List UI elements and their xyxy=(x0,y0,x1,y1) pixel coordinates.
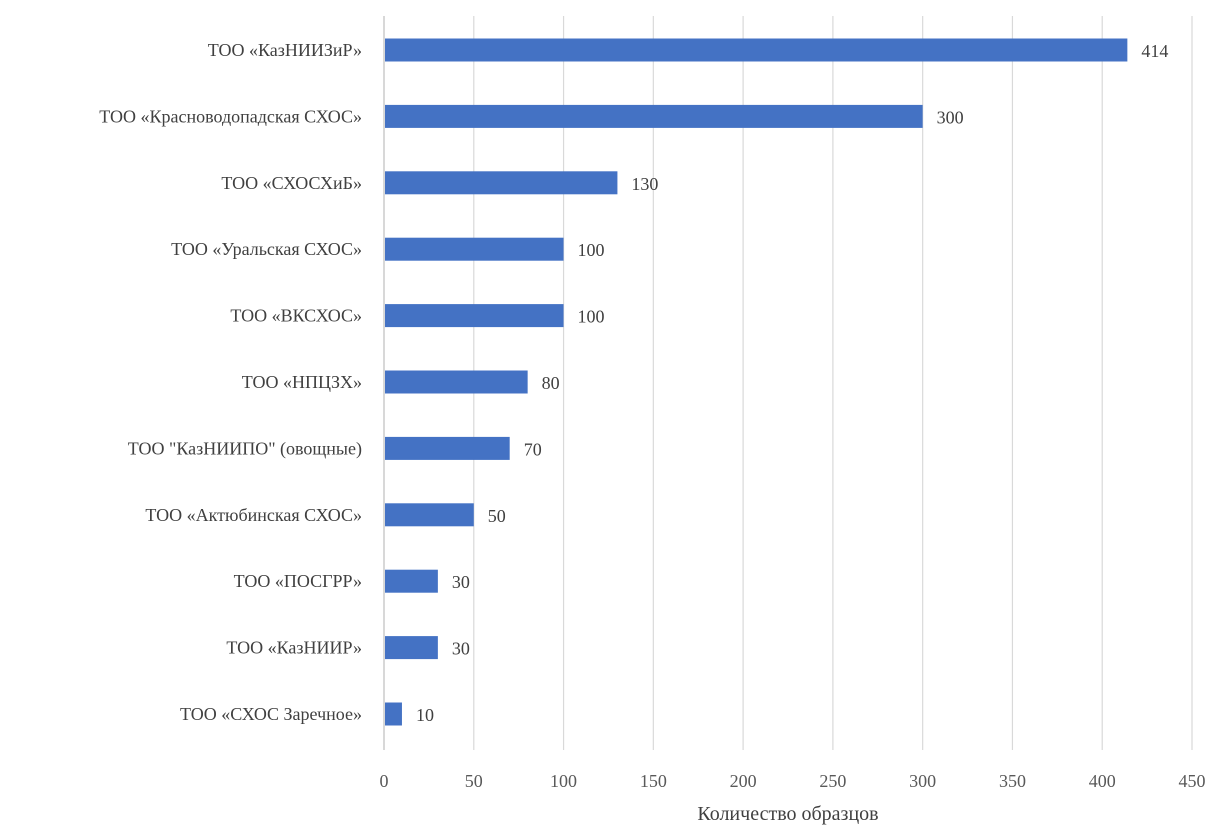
data-labels: 414 300 130 100 100 80 70 50 30 30 10 xyxy=(416,41,1168,725)
category-labels: ТОО «КазНИИЗиР» ТОО «Красноводопадская СХ… xyxy=(99,40,362,724)
x-tick-label: 400 xyxy=(1089,771,1116,791)
data-label: 50 xyxy=(488,506,506,526)
x-tick-label: 200 xyxy=(730,771,757,791)
data-label: 100 xyxy=(578,240,605,260)
data-label: 130 xyxy=(631,174,658,194)
bar xyxy=(385,503,474,527)
bar xyxy=(385,304,564,328)
bar xyxy=(385,436,510,460)
bar xyxy=(385,38,1128,62)
x-tick-label: 300 xyxy=(909,771,936,791)
bar xyxy=(385,370,528,394)
x-tick-label: 0 xyxy=(380,771,389,791)
category-label: ТОО «КазНИИР» xyxy=(226,638,362,658)
category-label: ТОО «Уральская СХОС» xyxy=(171,239,362,259)
data-label: 30 xyxy=(452,572,470,592)
category-label: ТОО «ПОСГРР» xyxy=(234,571,362,591)
category-label: ТОО «КазНИИЗиР» xyxy=(208,40,362,60)
data-label: 80 xyxy=(542,373,560,393)
data-label: 300 xyxy=(937,107,964,127)
category-label: ТОО «НПЦЗХ» xyxy=(242,372,362,392)
data-label: 100 xyxy=(578,307,605,327)
x-axis-title: Количество образцов xyxy=(697,803,878,825)
data-label: 414 xyxy=(1141,41,1168,61)
data-label: 30 xyxy=(452,639,470,659)
bar xyxy=(385,702,402,726)
category-label: ТОО «ВКСХОС» xyxy=(230,306,362,326)
gridlines xyxy=(383,16,1193,750)
category-label: ТОО «Актюбинская СХОС» xyxy=(145,505,362,525)
bar xyxy=(385,171,618,195)
x-tick-label: 350 xyxy=(999,771,1026,791)
x-tick-label: 450 xyxy=(1179,771,1206,791)
data-label: 70 xyxy=(524,439,542,459)
category-label: ТОО «СХОС Заречное» xyxy=(180,704,362,724)
x-tick-label: 150 xyxy=(640,771,667,791)
x-tick-labels: 0 50 100 150 200 250 300 350 400 450 xyxy=(380,771,1206,791)
category-label: ТОО "КазНИИПО" (овощные) xyxy=(128,438,362,459)
category-label: ТОО «Красноводопадская СХОС» xyxy=(99,106,362,126)
data-label: 10 xyxy=(416,705,434,725)
bar xyxy=(385,636,438,660)
x-tick-label: 50 xyxy=(465,771,483,791)
bar xyxy=(385,104,923,128)
bars xyxy=(385,38,1128,726)
category-label: ТОО «СХОСХиБ» xyxy=(221,173,362,193)
bar xyxy=(385,569,438,593)
bar xyxy=(385,237,564,261)
x-tick-label: 100 xyxy=(550,771,577,791)
x-tick-label: 250 xyxy=(819,771,846,791)
